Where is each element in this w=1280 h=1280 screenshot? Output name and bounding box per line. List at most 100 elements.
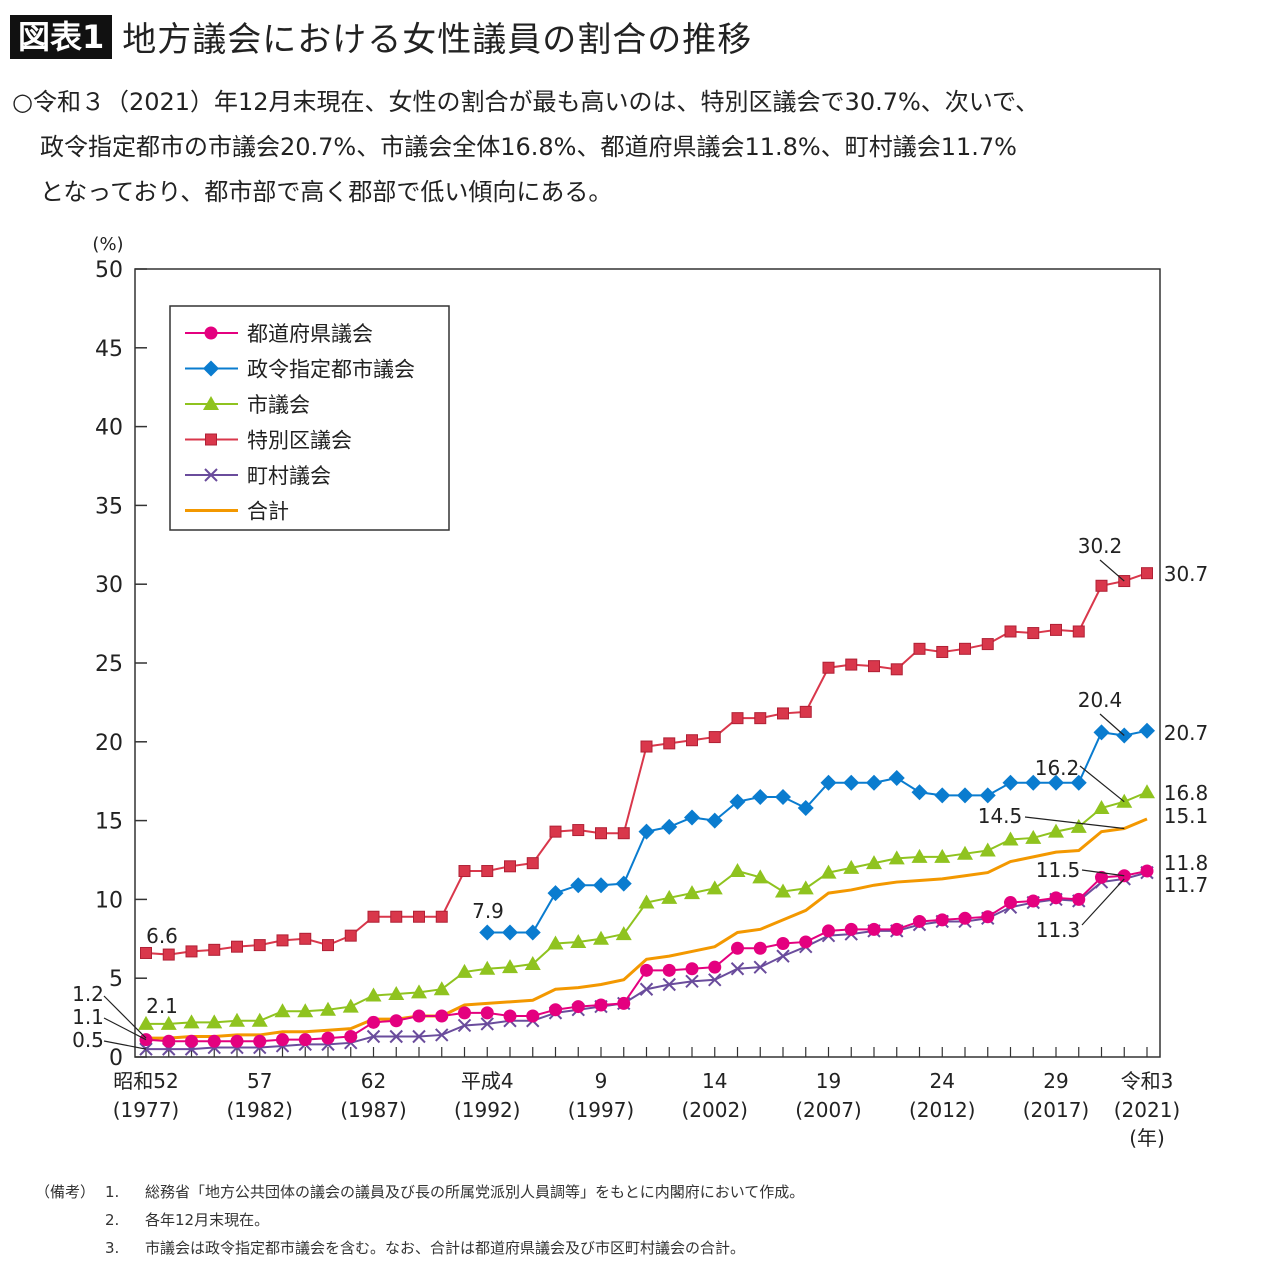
data-point bbox=[662, 977, 676, 992]
data-point bbox=[481, 865, 494, 878]
data-point bbox=[776, 949, 790, 963]
data-point bbox=[365, 987, 382, 1002]
annotation-leader bbox=[1081, 869, 1125, 877]
y-tick-label: 35 bbox=[95, 494, 123, 519]
data-point bbox=[412, 1009, 426, 1023]
data-point bbox=[138, 1015, 154, 1030]
data-point bbox=[1027, 627, 1040, 640]
data-point bbox=[617, 996, 631, 1010]
data-point bbox=[183, 1014, 200, 1029]
data-point bbox=[1025, 774, 1042, 791]
data-point bbox=[571, 1000, 585, 1014]
data-point bbox=[185, 1034, 198, 1048]
data-point bbox=[753, 960, 767, 974]
data-point bbox=[934, 848, 951, 863]
data-point bbox=[979, 787, 996, 804]
data-label: 20.4 bbox=[1078, 688, 1123, 712]
figure-header: 図表1 地方議会における女性議員の割合の推移 bbox=[10, 12, 752, 61]
legend-box bbox=[169, 305, 450, 531]
data-point bbox=[1048, 774, 1064, 791]
data-point bbox=[1070, 818, 1087, 833]
data-label: 11.5 bbox=[1036, 858, 1081, 882]
data-point bbox=[503, 1009, 517, 1023]
data-point bbox=[593, 877, 609, 894]
data-point bbox=[388, 985, 405, 1000]
data-point bbox=[433, 981, 450, 996]
data-point bbox=[231, 940, 243, 953]
data-point bbox=[1095, 870, 1108, 884]
data-point bbox=[276, 1033, 289, 1047]
data-point bbox=[754, 712, 767, 725]
x-tick-label: 62 bbox=[361, 1069, 386, 1093]
data-point bbox=[1004, 625, 1017, 638]
x-tick-label: 昭和52 bbox=[113, 1069, 178, 1093]
data-point bbox=[594, 998, 608, 1012]
data-point bbox=[253, 1034, 267, 1048]
data-point bbox=[298, 1033, 312, 1047]
data-point bbox=[981, 910, 995, 924]
data-point bbox=[504, 860, 516, 873]
data-point bbox=[1050, 623, 1062, 636]
data-point bbox=[913, 914, 926, 928]
data-point bbox=[390, 910, 403, 923]
data-point bbox=[412, 1029, 426, 1044]
legend-marker bbox=[203, 360, 219, 377]
data-point bbox=[844, 922, 858, 936]
data-label: 2.1 bbox=[146, 994, 178, 1018]
data-point bbox=[526, 1009, 540, 1023]
annotation-leader bbox=[103, 1017, 147, 1041]
data-label: 7.9 bbox=[472, 899, 504, 923]
data-point bbox=[797, 799, 814, 816]
x-tick-label: 57 bbox=[247, 1069, 272, 1093]
data-point bbox=[777, 707, 789, 720]
y-tick-label: 40 bbox=[95, 416, 123, 441]
data-point bbox=[456, 963, 473, 978]
annotation-leader bbox=[1099, 559, 1125, 582]
x-tick-sublabel: (1992) bbox=[454, 1098, 521, 1122]
x-tick-label: 平成4 bbox=[461, 1069, 514, 1093]
data-point bbox=[638, 823, 655, 840]
data-point bbox=[799, 705, 812, 718]
data-label: 1.1 bbox=[72, 1005, 104, 1029]
data-point bbox=[524, 956, 541, 971]
data-point bbox=[936, 645, 949, 658]
data-point bbox=[322, 939, 334, 952]
data-point bbox=[820, 774, 837, 791]
data-point bbox=[367, 910, 380, 923]
data-point bbox=[297, 1003, 314, 1018]
data-label: 15.1 bbox=[1164, 804, 1209, 828]
series-line bbox=[146, 817, 1148, 1040]
data-point bbox=[708, 731, 721, 744]
data-point bbox=[888, 850, 905, 865]
data-point bbox=[843, 859, 860, 874]
data-point bbox=[706, 812, 723, 829]
data-point bbox=[320, 1001, 336, 1016]
annotation-leader bbox=[1079, 765, 1125, 803]
note-number: 1. bbox=[105, 1183, 120, 1201]
data-point bbox=[1026, 894, 1040, 908]
data-point bbox=[595, 827, 607, 840]
data-point bbox=[1002, 774, 1019, 791]
data-point bbox=[549, 825, 562, 838]
data-point bbox=[366, 1029, 381, 1044]
data-point bbox=[662, 963, 676, 977]
data-point bbox=[685, 974, 699, 989]
data-point bbox=[934, 787, 951, 804]
data-point bbox=[274, 1003, 291, 1018]
data-point bbox=[1072, 625, 1085, 638]
data-point bbox=[979, 842, 996, 857]
note-number: 2. bbox=[105, 1211, 120, 1229]
data-point bbox=[162, 1034, 176, 1048]
legend-label: 都道府県議会 bbox=[247, 322, 373, 346]
data-point bbox=[890, 663, 903, 676]
data-point bbox=[776, 937, 790, 951]
data-point bbox=[799, 935, 813, 949]
data-point bbox=[752, 788, 769, 805]
lead-line: ○令和３（2021）年12月末現在、女性の割合が最も高いのは、特別区議会で30.… bbox=[12, 88, 1040, 116]
data-point bbox=[822, 661, 835, 674]
data-point bbox=[1116, 793, 1133, 808]
data-point bbox=[526, 857, 539, 870]
data-point bbox=[479, 924, 496, 941]
data-point bbox=[206, 1014, 223, 1029]
